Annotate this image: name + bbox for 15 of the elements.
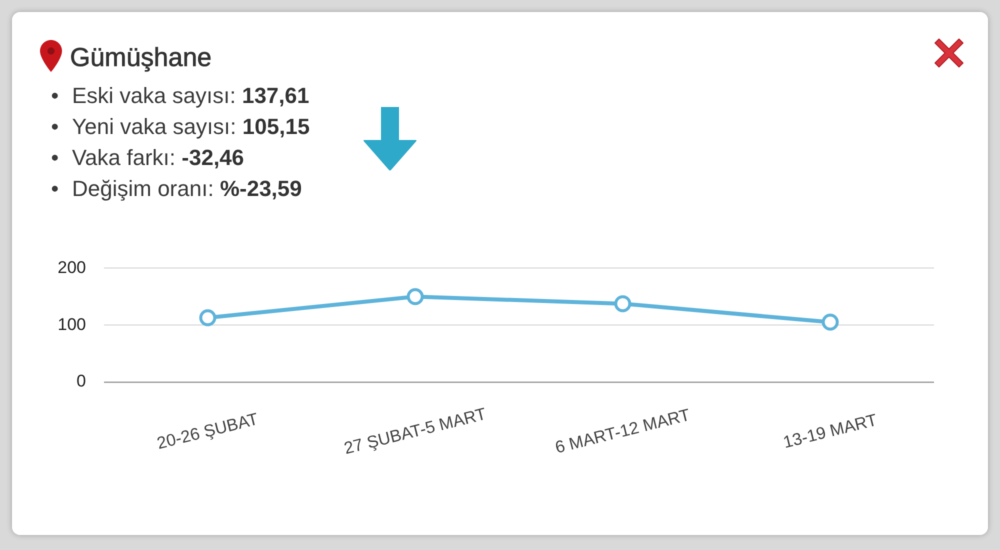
x-tick-label: 6 MART-12 MART	[553, 405, 692, 458]
text: • Eski vaka sayısı: 137,61	[51, 82, 310, 110]
y-tick-label: 100	[58, 314, 86, 334]
point	[614, 295, 632, 312]
text: • Yeni vaka sayısı: 105,15	[51, 113, 310, 141]
y-tick-label: 200	[58, 258, 86, 277]
point	[822, 314, 839, 331]
point	[406, 288, 424, 306]
chart-title: Gümüşhane	[70, 41, 212, 73]
x-tick-label: 13-19 MART	[781, 410, 879, 452]
text: • Değişim oranı: %-23,59	[51, 175, 302, 203]
text: • Vaka farkı: -32,46	[51, 144, 244, 172]
point	[199, 309, 216, 326]
x-tick-label: 20-26 ŞUBAT	[155, 409, 260, 453]
y-tick-label: 0	[76, 372, 86, 391]
